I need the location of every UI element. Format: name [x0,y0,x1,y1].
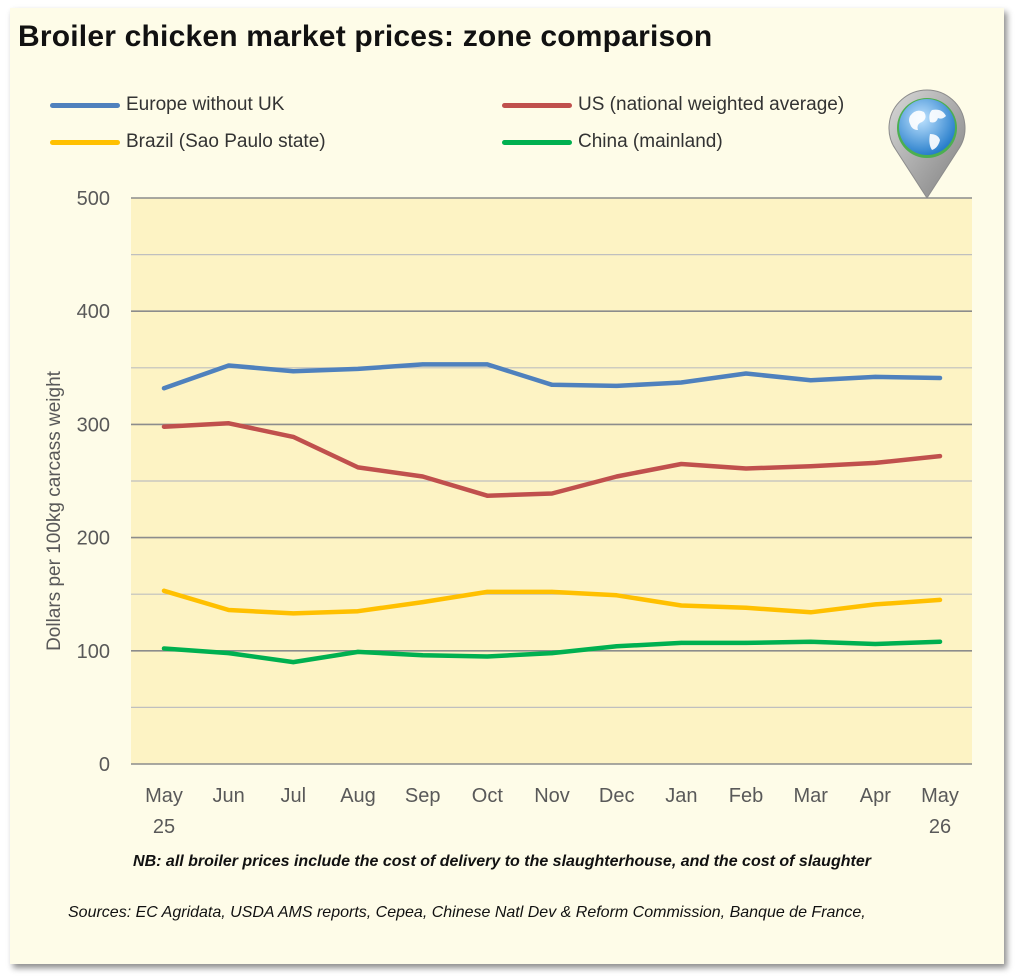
data-point-1-9 [744,466,748,471]
data-point-1-1 [226,421,231,426]
data-point-1-6 [550,491,554,496]
chart-title: Broiler chicken market prices: zone comp… [18,20,713,53]
data-point-0-3 [356,366,360,371]
data-point-2-11 [873,602,878,607]
data-point-2-5 [485,589,490,594]
x-tick-label: Jul [281,785,307,807]
data-point-3-8 [679,640,684,645]
legend-swatch-europe [50,102,120,108]
data-point-2-0 [162,588,166,593]
data-point-2-1 [226,608,231,613]
y-tick-label: 200 [77,528,110,550]
chart-sources: Sources: EC Agridata, USDA AMS reports, … [68,904,866,921]
legend-label-europe: Europe without UK [126,94,285,115]
data-point-2-10 [808,610,813,615]
x-tick-label: May [921,785,959,807]
data-point-3-6 [550,651,554,656]
chart-note: NB: all broiler prices include the cost … [133,853,871,870]
data-point-1-3 [356,465,360,470]
y-tick-label: 100 [77,641,110,663]
data-point-1-8 [679,462,684,467]
data-point-3-5 [485,654,490,659]
y-tick-label: 400 [77,301,110,323]
legend-swatch-us [502,102,572,108]
data-point-0-7 [614,383,619,388]
globe-pin-icon [888,89,966,199]
data-point-0-9 [744,371,748,376]
y-axis: 0 100 200 300 400 500 [77,188,110,776]
data-point-3-10 [808,639,813,644]
x-axis: May 25 Jun Jul Aug Sep Oct Nov Dec Jan Feb Mar Apr Ma… [145,785,959,838]
series-lines [161,362,943,665]
legend-item-europe: Europe without UK [50,93,284,117]
data-point-0-11 [873,374,878,379]
data-point-1-12 [938,454,942,459]
data-point-3-4 [420,653,425,658]
legend-item-china: China (mainland) [502,130,723,154]
x-tick-label: May [145,785,183,807]
x-tick-label: Jan [665,785,697,807]
legend-label-us: US (national weighted average) [578,94,845,115]
data-point-3-11 [873,642,878,647]
data-point-1-0 [162,424,166,429]
y-tick-label: 0 [99,754,110,776]
y-tick-label: 500 [77,188,110,210]
data-point-1-11 [873,460,878,465]
data-point-1-10 [808,464,813,469]
data-point-3-12 [938,639,942,644]
data-point-0-4 [420,362,425,367]
data-point-3-1 [226,651,231,656]
data-point-1-7 [614,474,619,479]
legend-swatch-brazil [50,139,120,145]
data-point-3-9 [744,640,748,645]
x-tick-label: Aug [340,785,376,807]
data-point-3-7 [614,644,619,649]
legend-item-brazil: Brazil (Sao Paulo state) [50,130,326,154]
data-point-0-8 [679,380,684,385]
x-tick-label: Jun [213,785,245,807]
data-point-0-0 [162,386,166,391]
x-tick-label: Sep [405,785,441,807]
data-point-0-1 [226,363,231,368]
legend-swatch-china [502,139,572,145]
data-point-0-10 [808,378,813,383]
x-tick-label: Dec [599,785,635,807]
gridlines [131,197,972,765]
data-point-0-5 [485,362,490,367]
data-point-3-3 [356,649,360,654]
data-point-2-2 [291,611,296,616]
data-point-2-12 [938,597,942,602]
y-axis-label: Dollars per 100kg carcass weight [44,370,65,651]
data-point-3-2 [291,660,296,665]
legend-item-us: US (national weighted average) [502,93,844,117]
data-point-0-2 [291,369,296,374]
data-point-2-3 [356,609,360,614]
data-point-1-2 [291,434,296,439]
data-point-2-7 [614,593,619,598]
data-point-2-4 [420,600,425,605]
data-point-0-12 [938,375,942,380]
legend-label-china: China (mainland) [578,131,723,152]
data-point-1-5 [485,493,490,498]
data-point-3-0 [162,646,166,651]
x-tick-label: Nov [534,785,570,807]
data-point-2-9 [744,605,748,610]
data-point-2-6 [550,589,554,594]
x-tick-label: Oct [472,785,504,807]
data-point-2-8 [679,603,684,608]
legend-label-brazil: Brazil (Sao Paulo state) [126,131,326,152]
y-tick-label: 300 [77,414,110,436]
x-tick-label: Feb [729,785,763,807]
data-point-1-4 [420,474,425,479]
x-tick-label: 25 [153,816,175,838]
x-tick-label: 26 [929,816,951,838]
data-point-0-6 [550,382,554,387]
x-tick-label: Mar [793,785,828,807]
x-tick-label: Apr [860,785,891,807]
